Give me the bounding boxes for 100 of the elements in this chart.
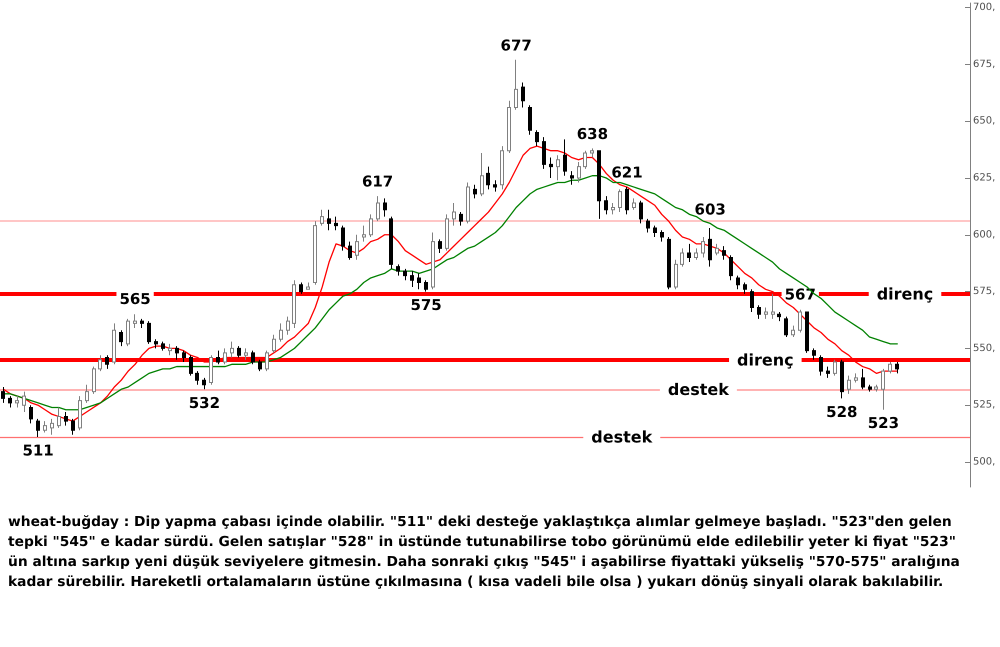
y-tick-label: 500, [973,456,996,468]
candlestick [500,146,504,190]
candlestick [140,318,144,328]
text: wheat-buğday : Dip yapma çabası içinde olabilir. "511" deki desteğe yaklaştıkça alımlar gelmeye başladı. "523"den gelen tepki "545" e kadar sürdü. Gelen satışlar "528" in üstünde tutunabilirse tobo görünümü elde edilebilir yeter ki fiyat "523" ün altına sarkıp yeni düşük seviyelere gitmesin. Daha sonraki çıkış "545" i aşabilirse fiyattaki yükseliş "570-575" aralığına kadar sürebilir. Hareketli ortalamaların üstüne çıkılmasına ( kısa vadeli bile olsa ) yukarı dönüş sinyali olarak bakılabilir. [8,513,961,592]
ref-line-label: destek [591,428,653,447]
candlestick [514,59,518,110]
y-tick-label: 525, [973,400,996,411]
candlestick [431,232,435,290]
candlestick [874,384,878,392]
candlestick [861,368,865,390]
candlestick [632,198,636,210]
candlestick [459,212,463,226]
candlestick [223,348,227,365]
candlestick [791,325,795,338]
candlestick [868,384,872,392]
annotation: 617 [362,172,394,191]
candlestick [279,322,283,342]
candlestick [590,148,594,158]
candlestick [549,157,553,178]
candlestick [182,350,186,363]
candlestick [244,348,248,360]
candlestick [327,209,331,231]
candlestick [653,225,657,238]
candlestick [784,316,788,338]
candlestick [812,348,816,360]
candlestick [299,282,303,294]
candlestick [771,293,775,320]
candlestick [847,375,851,394]
candlestick [175,346,179,360]
candlestick [493,180,497,192]
candlestick [611,202,615,215]
candlestick [64,412,68,426]
candlestick [528,104,532,136]
candlestick [722,246,726,260]
candlestick [71,418,75,436]
candlestick [674,259,678,290]
y-tick-label: 600, [973,229,996,240]
candlestick [410,270,414,288]
candlestick [265,350,269,372]
candlestick [78,396,82,431]
candlestick [597,150,601,220]
candlestick [362,225,366,242]
y-tick-label: 675, [973,58,996,70]
candlestick [369,214,373,238]
candlestick [348,241,352,260]
candlestick [355,234,359,260]
candlestick [805,312,809,354]
candlestick [701,236,705,258]
annotation: 567 [784,285,816,304]
candlestick [452,202,456,226]
annotation: 528 [826,402,858,421]
candlestick [403,268,407,281]
candlestick [195,370,199,386]
candlestick [819,354,823,376]
candlestick [646,218,650,233]
candlestick [577,162,581,184]
candlestick [687,243,691,263]
candlestick [743,282,747,294]
candlestick [708,227,712,268]
candlestick [286,316,290,336]
candlestick [486,166,490,190]
candlestick [604,196,608,215]
candlestick [15,396,19,408]
annotation: 523 [868,414,900,432]
candlestick [85,384,89,404]
candlestick [313,220,317,286]
candlestick [168,343,172,356]
candlestick [22,391,26,413]
candlestick [583,150,587,170]
candlestick [798,309,802,333]
candlestick [473,184,477,199]
candlestick [729,254,733,281]
candlestick [126,318,130,347]
annotation: 677 [500,36,532,54]
candlestick [320,209,324,226]
candlestick [466,182,470,224]
candlestick [334,216,338,231]
annotation: 603 [694,200,726,219]
candlestick [750,288,754,313]
candlestick [154,338,158,349]
candlestick [833,359,837,376]
candlestick [376,196,380,222]
candlestick [542,136,546,170]
y-tick-label: 575, [973,286,996,298]
candlestick [272,334,276,354]
candlestick [895,362,899,374]
candlestick [563,138,567,176]
candlestick [480,152,484,197]
candlestick [92,366,96,394]
candlestick [98,354,102,372]
candlestick [694,248,698,260]
candlestick [424,280,428,292]
y-tick-label: 550, [973,342,996,354]
candlestick [133,314,137,328]
candlestick [570,170,574,186]
candlestick [230,341,234,358]
candlestick [618,188,622,213]
candlestick [258,359,262,372]
candlestick [507,100,511,154]
annotation: 638 [576,124,608,143]
